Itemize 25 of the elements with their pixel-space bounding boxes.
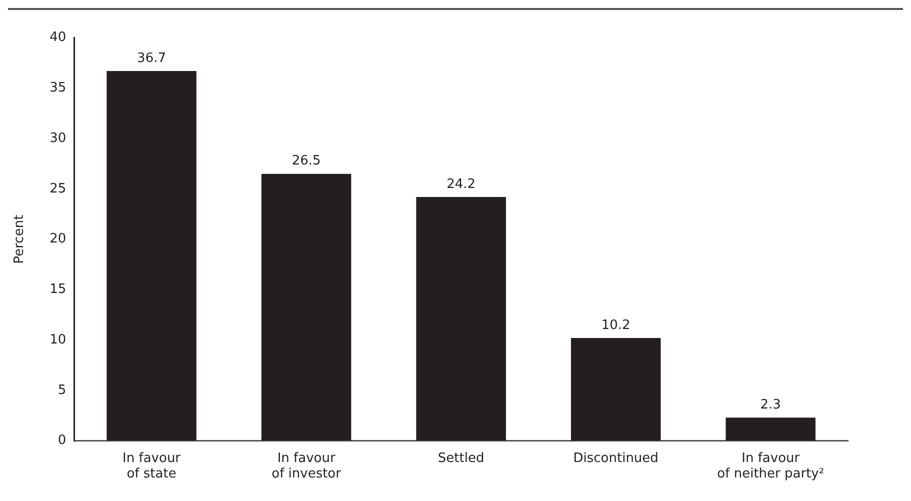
bar	[416, 196, 506, 441]
y-tick-label: 5	[58, 382, 66, 398]
data-label: 36.7	[137, 50, 166, 66]
x-tick-label: In favour of neither party²	[717, 450, 824, 482]
data-label: 26.5	[292, 154, 321, 169]
y-tick-label: 40	[50, 30, 66, 46]
y-tick-label: 15	[50, 282, 66, 298]
bar	[106, 71, 196, 441]
y-axis-title: Percent	[12, 214, 28, 264]
bar	[261, 174, 352, 441]
data-label: 2.3	[760, 398, 781, 413]
data-label: 24.2	[446, 176, 476, 192]
bar	[570, 338, 661, 441]
y-tick-label: 35	[50, 80, 66, 96]
data-label: 10.2	[601, 318, 630, 333]
x-tick-label: In favour of state	[122, 450, 182, 482]
y-tick-label: 20	[50, 232, 66, 247]
x-tick-label: Discontinued	[573, 450, 658, 466]
bar	[726, 418, 816, 441]
x-tick-label: Settled	[438, 450, 484, 466]
x-tick-label: In favour of investor	[272, 450, 342, 482]
y-tick-label: 30	[50, 130, 66, 146]
y-tick-label: 10	[50, 332, 66, 348]
y-tick-label: 0	[58, 433, 66, 448]
y-tick-label: 25	[50, 181, 66, 196]
